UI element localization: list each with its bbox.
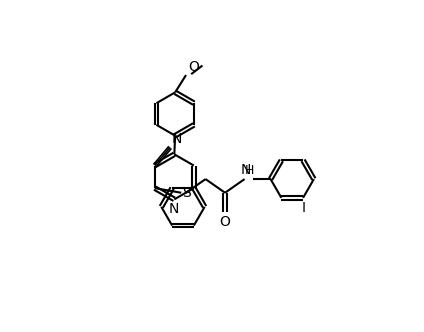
Text: O: O: [220, 215, 231, 229]
Text: O: O: [188, 60, 199, 74]
Text: N: N: [168, 203, 179, 216]
Text: S: S: [182, 186, 191, 200]
Text: N: N: [241, 163, 251, 177]
Text: N: N: [172, 131, 182, 146]
Text: I: I: [302, 201, 306, 215]
Text: H: H: [245, 164, 254, 177]
